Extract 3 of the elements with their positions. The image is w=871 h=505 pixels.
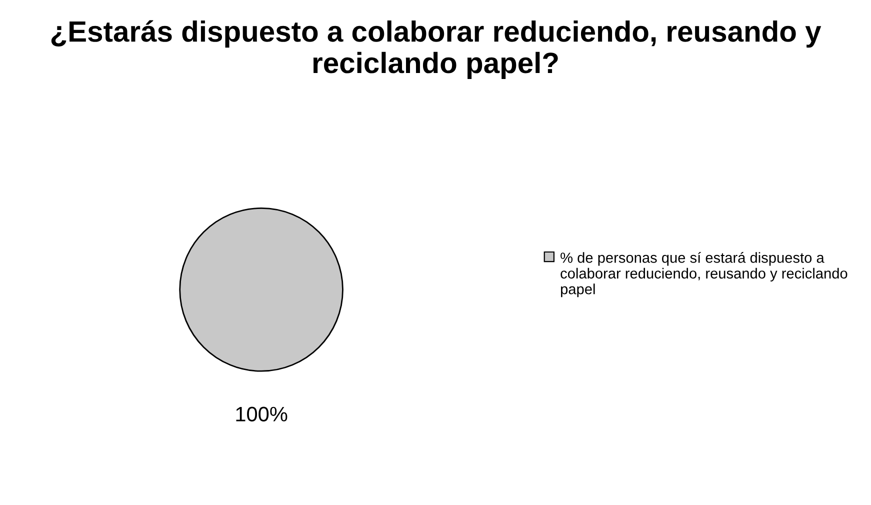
data-label: 100% [236, 406, 288, 422]
chart-title: ¿Estarás dispuesto a colaborar reduciendo, reusando y reciclando papel? [51, 20, 822, 80]
legend-label: % de personas que sí estará dispuesto a colaborar reduciendo, reusando y reciclando papel [560, 252, 848, 298]
